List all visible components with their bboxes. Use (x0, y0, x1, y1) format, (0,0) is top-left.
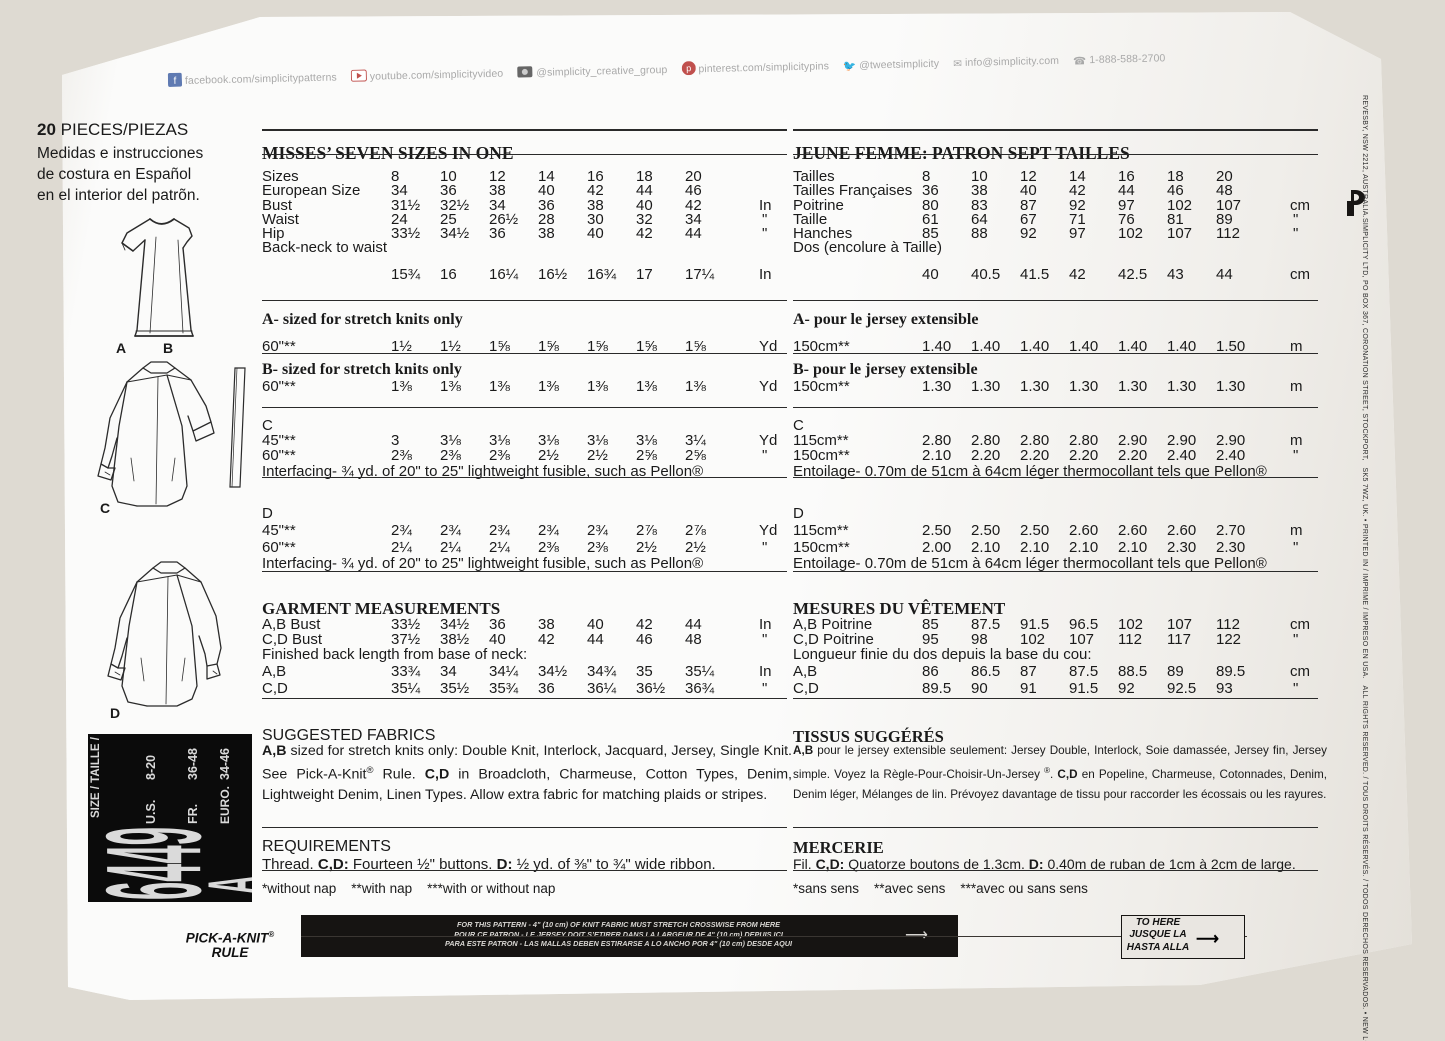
svg-text:p: p (686, 63, 691, 73)
svg-text:f: f (173, 76, 176, 87)
